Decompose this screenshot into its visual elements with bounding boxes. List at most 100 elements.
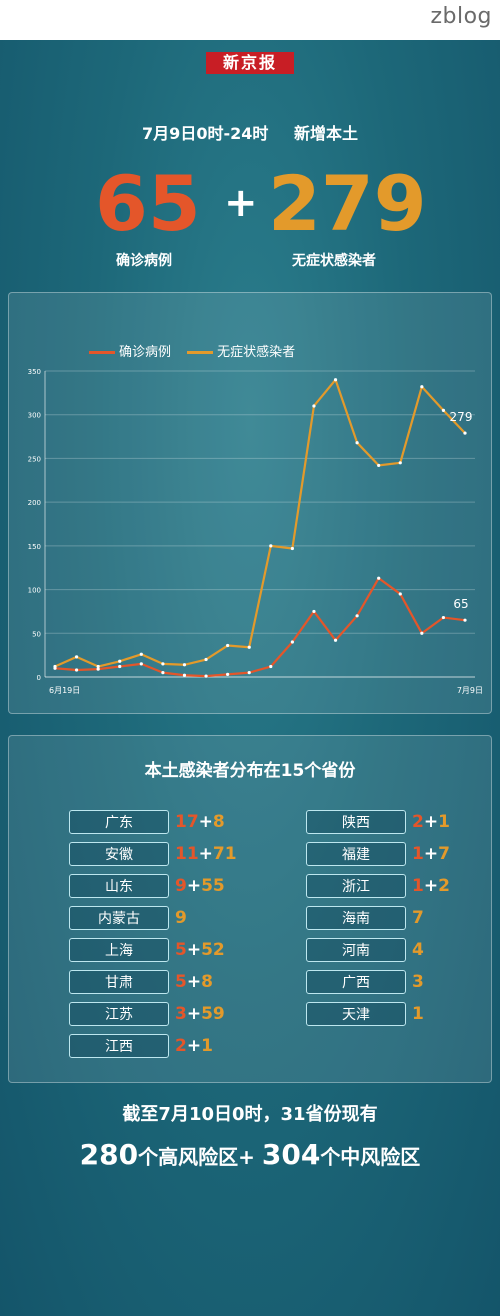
data-point bbox=[355, 441, 359, 445]
data-point bbox=[441, 408, 446, 412]
province-name: 上海 bbox=[69, 938, 169, 962]
header-line: 7月9日0时-24时 新增本土 bbox=[0, 120, 500, 144]
plus-sign: + bbox=[186, 972, 202, 992]
asymptomatic-value: 2 bbox=[438, 876, 450, 896]
legend-item-confirmed: 确诊病例 bbox=[89, 341, 171, 360]
province-distribution-panel: 本土感染者分布在15个省份 广东 17+8 安徽 11+71 山东 9+55 内蒙古 9 上海 5… bbox=[8, 735, 492, 1083]
asymptomatic-value: 55 bbox=[201, 876, 225, 896]
province-value: 7 bbox=[412, 906, 424, 930]
data-point bbox=[333, 638, 338, 642]
confirmed-value: 11 bbox=[175, 844, 199, 864]
chart-legend: 确诊病例 无症状感染者 bbox=[89, 341, 307, 360]
asymptomatic-value: 1 bbox=[438, 812, 450, 832]
y-tick-label: 300 bbox=[28, 412, 41, 420]
mid-risk-count: 304 bbox=[261, 1138, 321, 1171]
province-value: 4 bbox=[412, 938, 424, 962]
data-point bbox=[53, 664, 57, 669]
report-date: 7月9日0时-24时 bbox=[142, 124, 269, 143]
province-name: 天津 bbox=[306, 1002, 406, 1026]
data-point bbox=[441, 615, 446, 620]
y-tick-label: 50 bbox=[32, 630, 41, 638]
data-point bbox=[377, 576, 381, 580]
province-name: 甘肃 bbox=[69, 970, 169, 994]
y-tick-label: 150 bbox=[28, 543, 41, 551]
data-point bbox=[377, 463, 381, 468]
data-point bbox=[247, 671, 251, 675]
data-point bbox=[463, 431, 467, 435]
province-value: 3+59 bbox=[175, 1002, 225, 1026]
data-point bbox=[118, 659, 122, 663]
top-bar: zblog bbox=[0, 0, 500, 40]
data-point bbox=[247, 645, 251, 649]
data-point bbox=[312, 404, 316, 408]
asymptomatic-value: 7 bbox=[438, 844, 450, 864]
asymptomatic-value: 4 bbox=[412, 940, 424, 960]
province-value: 1+7 bbox=[412, 842, 450, 866]
asymptomatic-value: 1 bbox=[201, 1036, 213, 1056]
data-point bbox=[355, 614, 359, 618]
data-point bbox=[290, 546, 294, 551]
risk-area-counts: 280个高风险区+ 304个中风险区 bbox=[0, 1138, 500, 1171]
asymptomatic-label: 无症状感染者 bbox=[292, 253, 376, 269]
risk-area-summary: 截至7月10日0时，31省份现有 bbox=[122, 1104, 378, 1125]
data-point bbox=[161, 671, 165, 675]
plus-sign: + bbox=[198, 844, 213, 864]
confirmed-value: 9 bbox=[175, 876, 187, 896]
report-title: 新增本土 bbox=[293, 124, 358, 143]
province-value: 3 bbox=[412, 970, 424, 994]
data-point bbox=[269, 544, 273, 548]
y-tick-label: 200 bbox=[28, 499, 41, 507]
province-name: 江苏 bbox=[69, 1002, 169, 1026]
data-point bbox=[290, 640, 294, 644]
plus-sign: + bbox=[224, 180, 258, 226]
legend-label-confirmed: 确诊病例 bbox=[119, 345, 172, 360]
legend-swatch-asymptomatic bbox=[187, 351, 214, 354]
asymptomatic-value: 52 bbox=[201, 940, 225, 960]
data-point bbox=[182, 673, 187, 677]
plus-sign: + bbox=[186, 940, 202, 960]
high-risk-text: 个高风险区+ bbox=[138, 1145, 255, 1169]
data-point bbox=[139, 652, 143, 656]
province-name: 福建 bbox=[306, 842, 406, 866]
province-value: 11+71 bbox=[175, 842, 237, 866]
confirmed-count: 65 bbox=[95, 159, 201, 248]
asymptomatic-value: 8 bbox=[212, 812, 225, 832]
high-risk-count: 280 bbox=[79, 1138, 139, 1171]
data-point bbox=[139, 662, 143, 666]
province-value: 5+52 bbox=[175, 938, 225, 962]
asymptomatic-count: 279 bbox=[268, 159, 427, 248]
watermark: zblog bbox=[430, 4, 492, 29]
province-name: 河南 bbox=[306, 938, 406, 962]
y-tick-label: 350 bbox=[28, 368, 41, 376]
data-point bbox=[463, 618, 467, 622]
province-name: 山东 bbox=[69, 874, 169, 898]
legend-swatch-confirmed bbox=[89, 351, 115, 354]
confirmed-value: 2 bbox=[412, 812, 424, 832]
data-point bbox=[204, 657, 208, 662]
province-value: 5+8 bbox=[175, 970, 213, 994]
plus-sign: + bbox=[423, 876, 439, 896]
province-value: 9+55 bbox=[175, 874, 225, 898]
confirmed-value: 9 bbox=[175, 908, 187, 928]
end-value-label: 65 bbox=[453, 597, 468, 611]
infographic-poster: 新京报 7月9日0时-24时 新增本土 65 + 279 确诊病例 无症状感染者… bbox=[0, 40, 500, 1316]
series-line-confirmed bbox=[54, 577, 466, 678]
data-point bbox=[312, 609, 316, 614]
x-tick-label-start: 6月19日 bbox=[49, 686, 80, 695]
province-name: 陕西 bbox=[306, 810, 406, 834]
y-tick-label: 0 bbox=[37, 674, 41, 682]
data-point bbox=[333, 378, 338, 382]
plus-sign: + bbox=[423, 812, 439, 832]
mid-risk-text: 个中风险区 bbox=[320, 1145, 421, 1169]
series-line-asymptomatic bbox=[54, 378, 466, 668]
data-point bbox=[161, 662, 165, 666]
confirmed-value: 3 bbox=[175, 1004, 187, 1024]
province-name: 浙江 bbox=[306, 874, 406, 898]
province-name: 广东 bbox=[69, 810, 169, 834]
data-point bbox=[420, 631, 424, 635]
data-point bbox=[96, 667, 100, 671]
data-point bbox=[226, 672, 230, 676]
province-value: 1 bbox=[412, 1002, 424, 1026]
province-value: 2+1 bbox=[412, 810, 450, 834]
y-tick-label: 100 bbox=[28, 587, 41, 595]
